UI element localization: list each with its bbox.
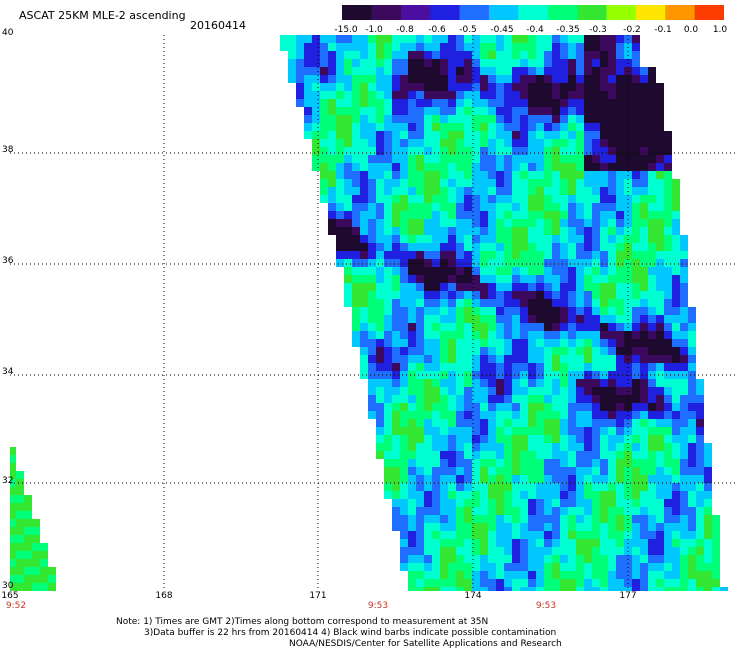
color-scale-label: -15.0	[334, 25, 358, 35]
color-scale-label: 0.0	[683, 25, 699, 35]
color-scale-label: -0.6	[428, 25, 446, 35]
color-scale-swatch	[371, 5, 402, 20]
color-scale-swatch	[342, 5, 372, 20]
color-scale-swatch	[547, 5, 578, 20]
color-scale-bar	[342, 5, 724, 20]
color-scale-label: -0.4	[526, 25, 544, 35]
note-line: NOAA/NESDIS/Center for Satellite Applica…	[289, 639, 562, 649]
lon-label: 171	[309, 591, 327, 601]
color-scale-swatch	[635, 5, 666, 20]
color-scale-label: -0.35	[556, 25, 580, 35]
color-scale-label: -0.45	[490, 25, 514, 35]
map-grid	[10, 35, 735, 590]
product-title: ASCAT 25KM MLE-2 ascending	[19, 9, 186, 22]
color-scale-swatch	[459, 5, 490, 20]
lon-label: 177	[619, 591, 637, 601]
color-scale-swatch	[430, 5, 461, 20]
lat-label: 36	[2, 256, 14, 266]
product-date: 20160414	[190, 19, 246, 32]
lat-label: 38	[2, 145, 14, 155]
color-scale-label: -1.0	[365, 25, 383, 35]
color-scale-label: 1.0	[712, 25, 728, 35]
time-label: 9:53	[367, 601, 389, 611]
color-scale-swatch	[518, 5, 549, 20]
color-scale-swatch	[694, 5, 724, 20]
color-scale-swatch	[488, 5, 519, 20]
color-scale-swatch	[665, 5, 696, 20]
color-scale-swatch	[577, 5, 608, 20]
color-scale-swatch	[400, 5, 431, 20]
color-scale-label: -0.8	[396, 25, 414, 35]
color-scale-swatch	[606, 5, 637, 20]
wind-cells	[10, 35, 728, 591]
color-scale-label: -0.2	[623, 25, 641, 35]
lat-label: 40	[2, 28, 14, 38]
note-line: 3)Data buffer is 22 hrs from 20160414 4)…	[144, 628, 557, 638]
wind-swath-map	[10, 35, 735, 591]
time-label: 9:53	[535, 601, 557, 611]
lon-label: 174	[464, 591, 482, 601]
lat-label: 34	[2, 367, 14, 377]
lat-label: 32	[2, 476, 14, 486]
lon-label: 165	[1, 591, 19, 601]
color-scale-label: -0.5	[459, 25, 477, 35]
lon-label: 168	[155, 591, 173, 601]
color-scale-label: -0.1	[654, 25, 672, 35]
lat-label: 30	[2, 581, 14, 591]
color-scale-label: -0.3	[589, 25, 607, 35]
note-line: Note: 1) Times are GMT 2)Times along bot…	[116, 617, 489, 627]
time-label: 9:52	[5, 601, 27, 611]
